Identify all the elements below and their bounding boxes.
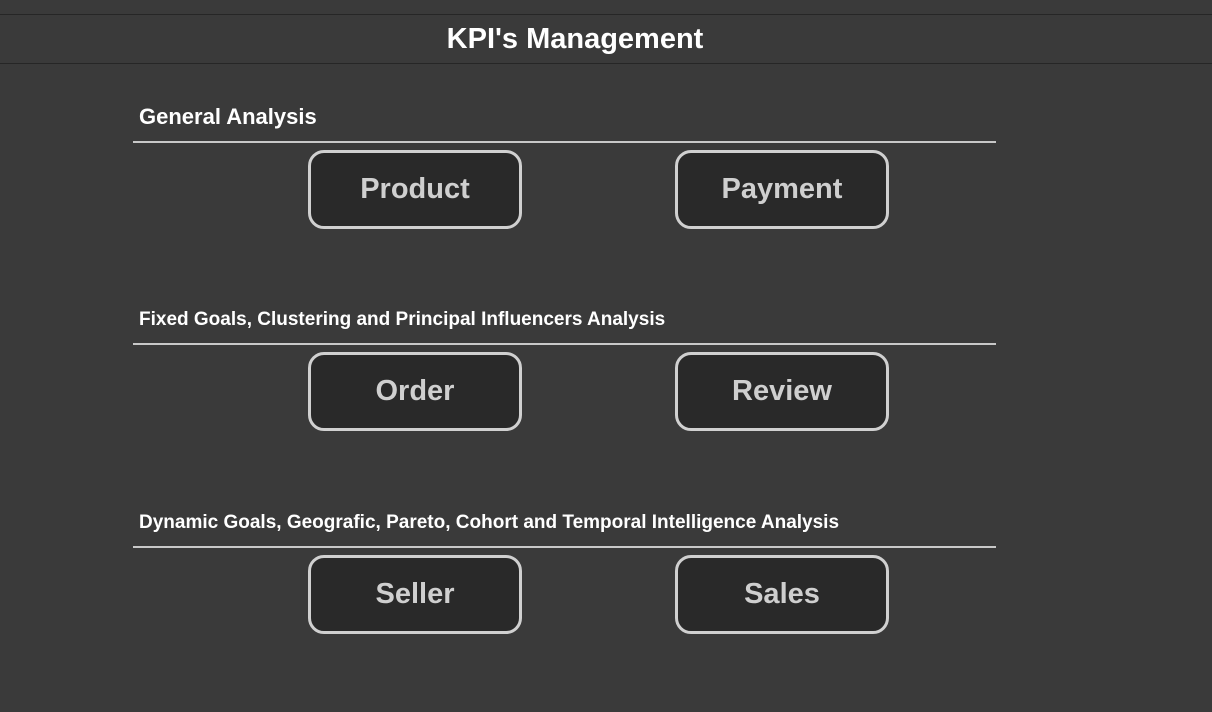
section-general-analysis: General Analysis	[133, 106, 996, 143]
sales-button[interactable]: Sales	[675, 555, 889, 634]
section-divider	[133, 343, 996, 345]
review-button[interactable]: Review	[675, 352, 889, 431]
product-button[interactable]: Product	[308, 150, 522, 229]
payment-button[interactable]: Payment	[675, 150, 889, 229]
section-dynamic-goals: Dynamic Goals, Geografic, Pareto, Cohort…	[133, 513, 996, 548]
seller-button[interactable]: Seller	[308, 555, 522, 634]
section-fixed-goals: Fixed Goals, Clustering and Principal In…	[133, 310, 996, 345]
order-button[interactable]: Order	[308, 352, 522, 431]
section-divider	[133, 141, 996, 143]
section-title: General Analysis	[139, 104, 317, 129]
section-title: Dynamic Goals, Geografic, Pareto, Cohort…	[139, 512, 840, 533]
section-divider	[133, 546, 996, 548]
header-bar: KPI's Management	[0, 14, 1212, 64]
section-title: Fixed Goals, Clustering and Principal In…	[139, 309, 666, 330]
page-title: KPI's Management	[446, 22, 704, 55]
